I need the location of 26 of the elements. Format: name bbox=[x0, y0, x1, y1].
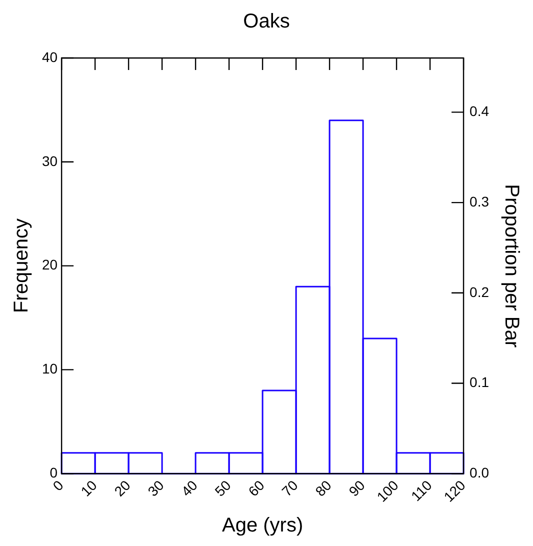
chart-title: Oaks bbox=[243, 10, 290, 33]
y-tick-label: 40 bbox=[42, 48, 58, 65]
x-tick-label: 110 bbox=[408, 476, 436, 504]
y-tick-label: 0 bbox=[50, 464, 58, 480]
x-tick-label: 10 bbox=[78, 476, 100, 500]
x-axis-title: Age (yrs) bbox=[222, 514, 304, 537]
y2-tick-label: 0.4 bbox=[470, 103, 490, 120]
x-tick-label: 80 bbox=[312, 476, 335, 500]
x-tick-label: 100 bbox=[374, 476, 402, 505]
x-tick-label: 50 bbox=[212, 476, 234, 500]
x-tick-label: 90 bbox=[346, 476, 368, 500]
x-tick-label: 60 bbox=[245, 476, 268, 500]
x-tick-label: 30 bbox=[144, 476, 168, 500]
y-tick-label: 20 bbox=[42, 256, 58, 273]
y2-tick-label: 0.0 bbox=[470, 464, 490, 480]
y-tick-label: 10 bbox=[42, 360, 58, 377]
y2-axis-title: Proportion per Bar bbox=[500, 184, 522, 348]
y-tick-label: 30 bbox=[42, 152, 58, 169]
y2-tick-label: 0.2 bbox=[470, 284, 490, 300]
y2-tick-label: 0.1 bbox=[470, 374, 490, 390]
y-axis-title: Frequency bbox=[10, 218, 33, 314]
x-tick-label: 70 bbox=[278, 476, 302, 500]
x-tick-label: 20 bbox=[111, 476, 134, 500]
x-tick-label: 120 bbox=[440, 476, 469, 505]
x-tick-label: 40 bbox=[178, 476, 201, 500]
y2-tick-label: 0.3 bbox=[470, 193, 490, 210]
